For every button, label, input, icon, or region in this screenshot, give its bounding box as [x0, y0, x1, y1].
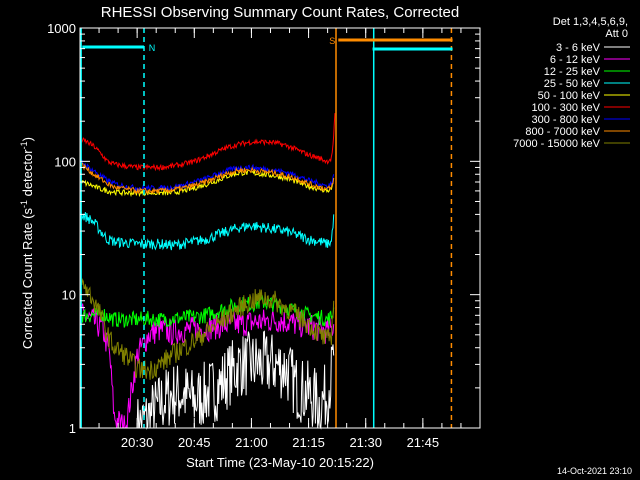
legend-entry: 25 - 50 keV — [544, 78, 601, 90]
series-line — [80, 169, 335, 198]
y-tick-label: 1 — [69, 421, 76, 436]
legend-entry: 50 - 100 keV — [538, 90, 601, 102]
x-tick-label: 21:15 — [292, 435, 325, 450]
legend-entry: 800 - 7000 keV — [525, 126, 600, 138]
legend-entry: 300 - 800 keV — [532, 114, 601, 126]
series-line — [80, 295, 335, 328]
flag-label: S — [329, 36, 335, 46]
series-line — [80, 162, 335, 195]
flag-label: N — [149, 43, 156, 53]
legend-entry: 6 - 12 keV — [550, 54, 601, 66]
x-axis-label: Start Time (23-May-10 20:15:22) — [186, 455, 374, 470]
footer-date: 14-Oct-2021 23:10 — [557, 466, 632, 476]
instrument-flags: NS — [80, 28, 453, 428]
chart-title: RHESSI Observing Summary Count Rates, Co… — [101, 4, 459, 21]
y-axis-label: Corrected Count Rate (s-1 detector-1) — [19, 137, 35, 349]
x-tick-label: 21:00 — [235, 435, 268, 450]
legend-entry: 3 - 6 keV — [556, 42, 601, 54]
x-tick-label: 21:30 — [349, 435, 382, 450]
y-tick-label: 10 — [62, 288, 76, 303]
y-tick-label: 1000 — [47, 21, 76, 36]
legend-entry: 7000 - 15000 keV — [513, 138, 601, 150]
series-line — [136, 330, 335, 430]
legend-entry: 100 - 300 keV — [532, 102, 601, 114]
legend-title: Det 1,3,4,5,6,9, — [553, 16, 628, 28]
plot-frame — [79, 27, 481, 429]
x-tick-label: 20:45 — [178, 435, 211, 450]
y-tick-label: 100 — [54, 154, 76, 169]
x-tick-label: 21:45 — [407, 435, 440, 450]
x-tick-label: 20:30 — [121, 435, 154, 450]
legend-subtitle: Att 0 — [605, 28, 628, 40]
series-line — [80, 113, 336, 172]
series-line — [80, 277, 335, 380]
axes: 1 10 100 1000 20:30 20:45 21:00 21:15 21:30 21:45 — [47, 21, 481, 450]
legend-entry: 12 - 25 keV — [544, 66, 601, 78]
series-line — [80, 212, 335, 251]
